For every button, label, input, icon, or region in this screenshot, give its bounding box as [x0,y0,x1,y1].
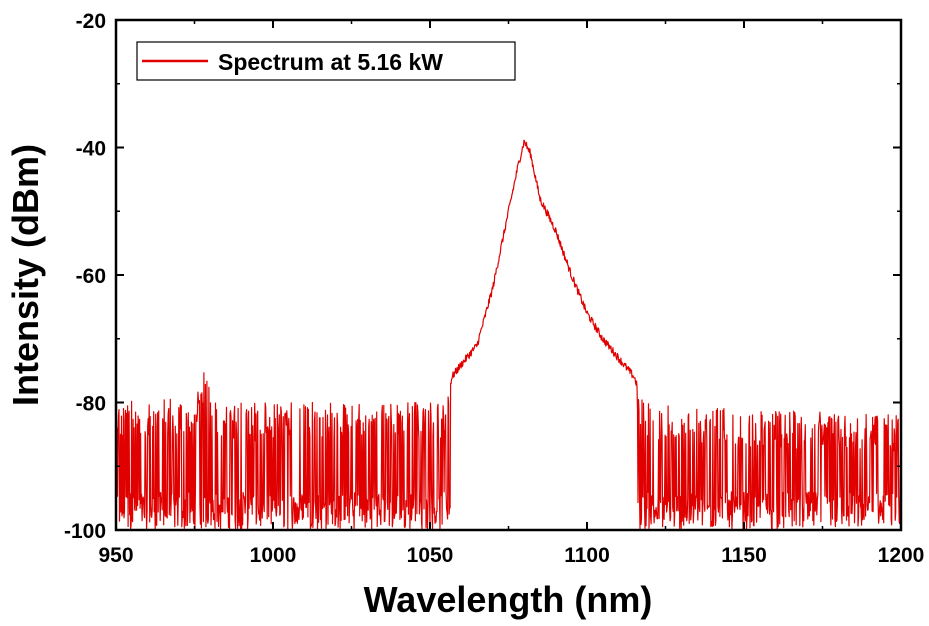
x-axis-title: Wavelength (nm) [364,579,653,620]
ticks-layer: 950 1000 1050 1100 1150 1200 -100 -80 -60 -40 -20 [64,10,924,567]
x-tick-label: 1150 [721,544,767,567]
series-layer [115,139,902,531]
y-tick-label: -100 [64,520,106,543]
legend: Spectrum at 5.16 kW [136,41,516,81]
y-tick-label: -80 [76,393,106,416]
y-tick-label: -40 [76,138,106,161]
x-tick-label: 1000 [250,544,297,567]
spectrum-line [115,139,902,531]
legend-label: Spectrum at 5.16 kW [218,49,443,75]
plot-frame [114,18,903,532]
x-tick-label: 1200 [878,544,925,567]
y-tick-label: -60 [76,265,106,288]
y-tick-label: -20 [76,10,106,33]
y-axis-title: Intensity (dBm) [5,144,46,406]
x-tick-label: 1100 [564,544,610,567]
x-tick-label: 1050 [407,544,454,567]
x-tick-label: 950 [98,544,133,567]
